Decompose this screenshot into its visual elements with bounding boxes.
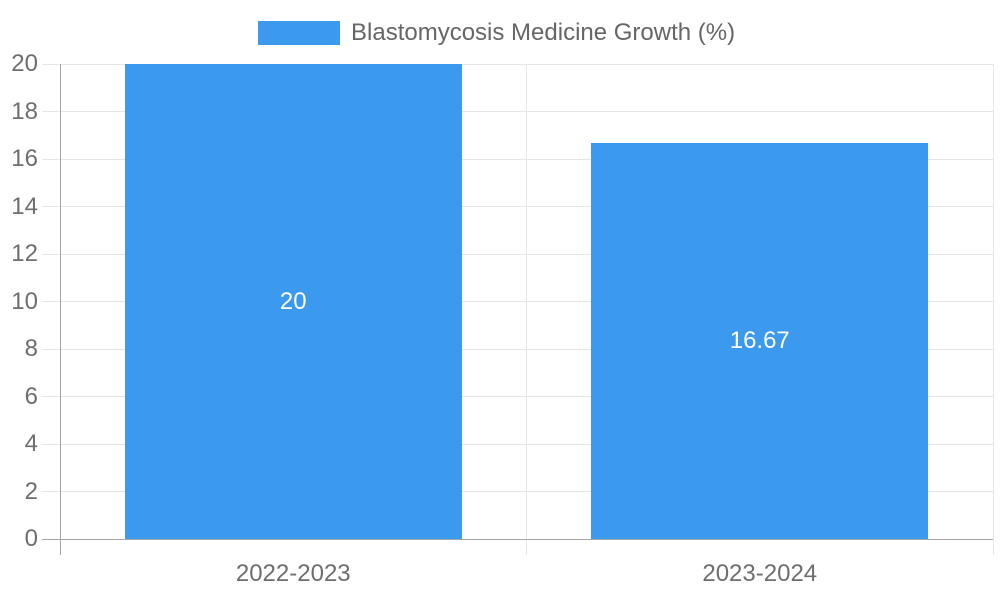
y-tick-label: 16 — [11, 145, 38, 172]
x-axis-baseline — [42, 538, 993, 540]
y-tick-label: 2 — [24, 477, 38, 505]
legend[interactable]: Blastomycosis Medicine Growth (%) — [258, 19, 735, 47]
y-tick-label: 0 — [24, 525, 38, 552]
y-tick-label: 18 — [11, 97, 38, 125]
y-axis-line — [59, 64, 61, 555]
y-gridline — [42, 301, 993, 302]
y-tick-label: 12 — [11, 240, 38, 267]
x-boundary-gridline — [992, 64, 994, 555]
y-tick-label: 14 — [11, 192, 38, 220]
y-gridline — [42, 443, 993, 445]
bar[interactable]: 16.67 — [591, 143, 929, 539]
y-gridline — [42, 348, 993, 350]
y-tick-label: 8 — [24, 335, 38, 362]
bar-value-label: 20 — [279, 287, 307, 315]
y-tick-label: 20 — [11, 50, 38, 77]
y-gridline — [42, 63, 993, 65]
x-tick-label: 2023-2024 — [702, 560, 818, 587]
y-gridline — [42, 158, 993, 160]
y-gridline — [42, 396, 993, 397]
y-gridline — [42, 491, 993, 492]
y-tick-label: 6 — [24, 382, 38, 410]
y-gridline — [42, 206, 993, 207]
y-gridline — [42, 253, 993, 255]
bar-value-label: 16.67 — [729, 327, 790, 355]
legend-swatch — [258, 21, 340, 45]
x-tick-label: 2022-2023 — [235, 560, 351, 587]
y-gridline — [42, 111, 993, 112]
x-boundary-gridline — [526, 64, 527, 555]
bar[interactable]: 20 — [124, 64, 462, 539]
y-tick-label: 4 — [24, 430, 38, 457]
y-tick-label: 10 — [11, 287, 38, 315]
legend-label: Blastomycosis Medicine Growth (%) — [351, 19, 736, 46]
